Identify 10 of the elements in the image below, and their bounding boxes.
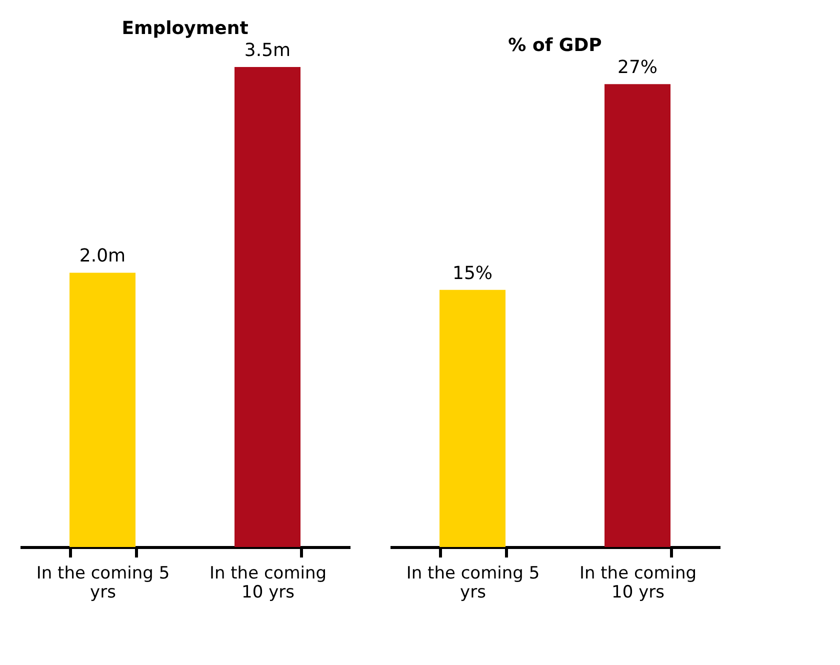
chart-title: Employment [122, 18, 249, 39]
x-tick-label: In the coming 10 yrs [579, 564, 697, 602]
x-tick-label: In the coming 10 yrs [209, 564, 327, 602]
data-label: 27% [617, 57, 658, 78]
chart-title: % of GDP [508, 35, 602, 56]
x-tick-label: In the coming 5 yrs [36, 564, 170, 602]
x-tick-label: In the coming 5 yrs [406, 564, 540, 602]
data-label: 3.5m [244, 40, 291, 61]
data-label: 15% [452, 262, 493, 284]
data-label: 2.0m [79, 246, 126, 267]
